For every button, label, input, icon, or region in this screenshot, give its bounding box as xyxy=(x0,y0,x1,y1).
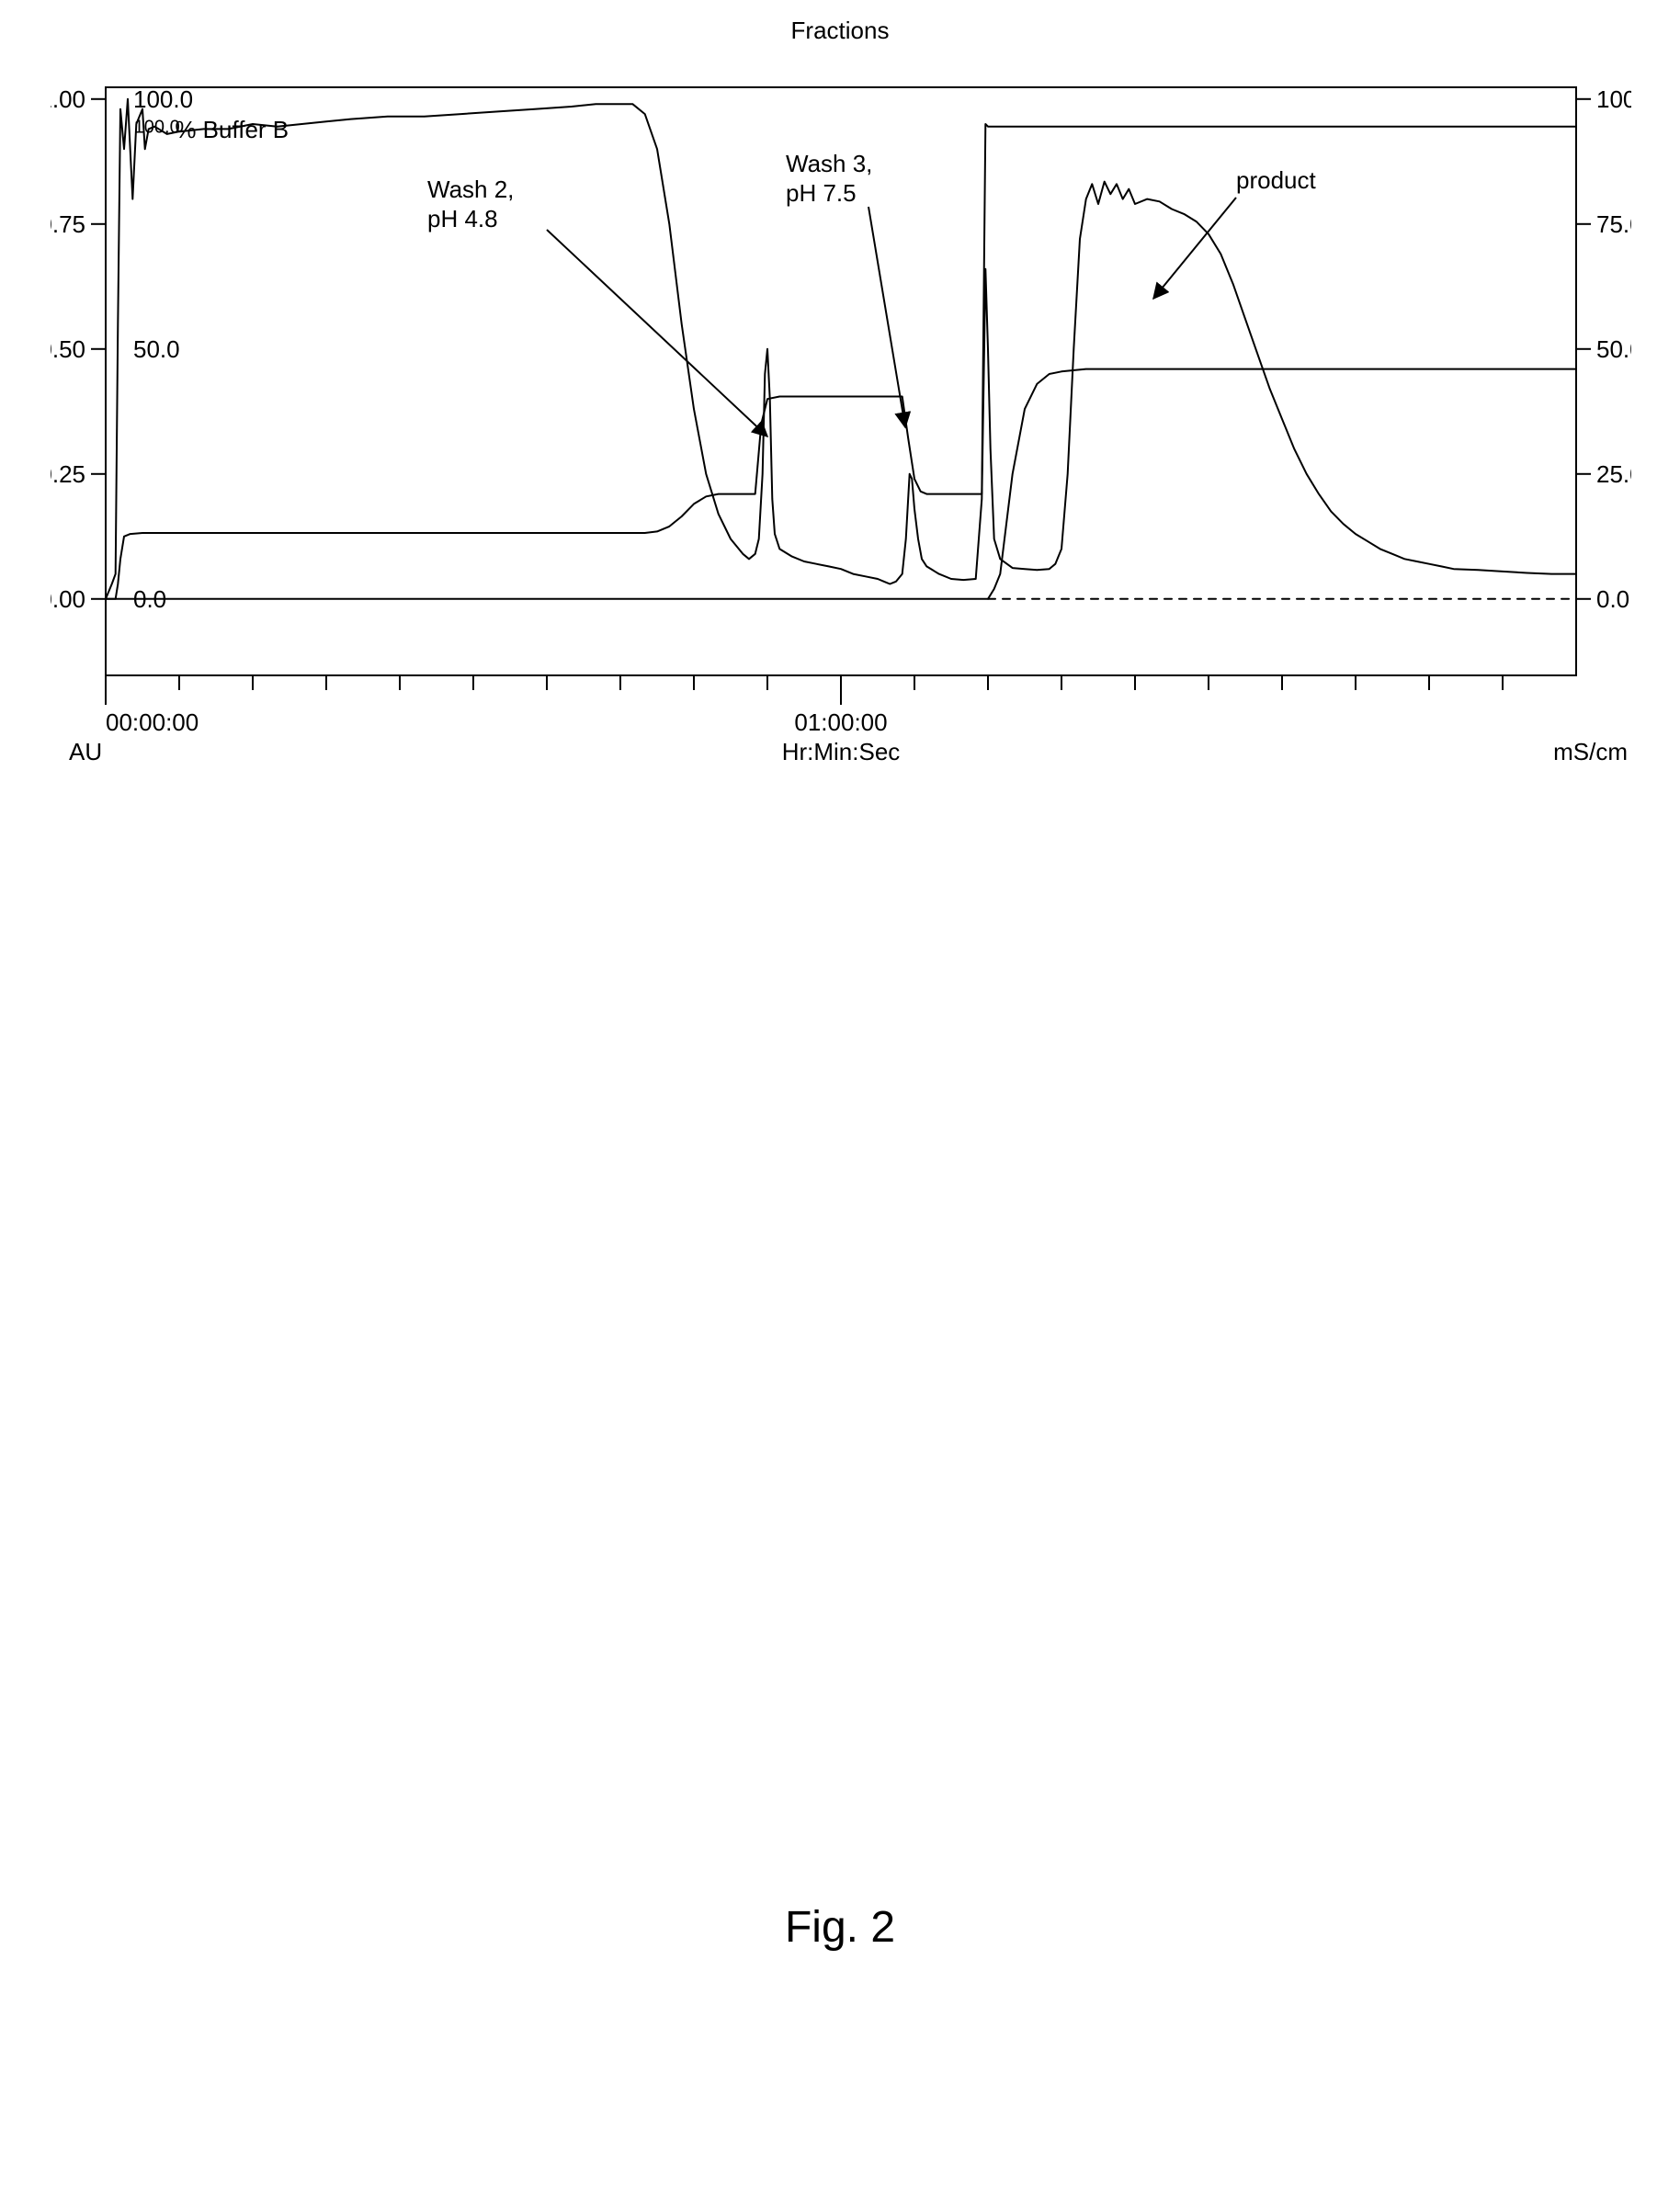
y-right-tick-label: 25.0 xyxy=(1596,460,1631,488)
product-arrow xyxy=(1153,198,1236,299)
figure-caption: Fig. 2 xyxy=(0,1902,1680,1953)
buffer-b-trace xyxy=(106,369,1576,599)
y-left-tick-label: 0.00 xyxy=(51,585,85,613)
wash2-label-line2: pH 4.8 xyxy=(427,205,498,232)
wash2-label-line1: Wash 2, xyxy=(427,176,514,203)
x-tick-label: 00:00:00 xyxy=(106,708,199,736)
chromatogram-chart: 0.000.250.500.751.000.050.0100.00.025.05… xyxy=(51,46,1631,827)
y-left-tick-label: 0.75 xyxy=(51,210,85,238)
y-right-tick-label: 75.0 xyxy=(1596,210,1631,238)
y-left-tick-label: 0.50 xyxy=(51,335,85,363)
buffer-b-100-label: 100.0 xyxy=(134,117,180,137)
wash3-label-line1: Wash 3, xyxy=(786,150,872,177)
wash2-arrow xyxy=(547,230,767,436)
x-tick-label: 01:00:00 xyxy=(794,708,887,736)
y-right-tick-label: 100.0 xyxy=(1596,85,1631,113)
wash3-label-line2: pH 7.5 xyxy=(786,179,857,207)
y-left-tick-label: 0.25 xyxy=(51,460,85,488)
left-axis-unit: AU xyxy=(69,738,102,765)
y-left2-tick-label: 50.0 xyxy=(133,335,180,363)
wash3-arrow xyxy=(868,207,905,427)
chart-title: Fractions xyxy=(0,17,1680,45)
x-axis-title: Hr:Min:Sec xyxy=(782,738,901,765)
y-right-tick-label: 0.0 xyxy=(1596,585,1629,613)
y-left-tick-label: 1.00 xyxy=(51,85,85,113)
product-label: product xyxy=(1236,166,1316,194)
buffer-b-label: % Buffer B xyxy=(175,116,289,143)
y-right-tick-label: 50.0 xyxy=(1596,335,1631,363)
right-axis-unit: mS/cm xyxy=(1553,738,1628,765)
